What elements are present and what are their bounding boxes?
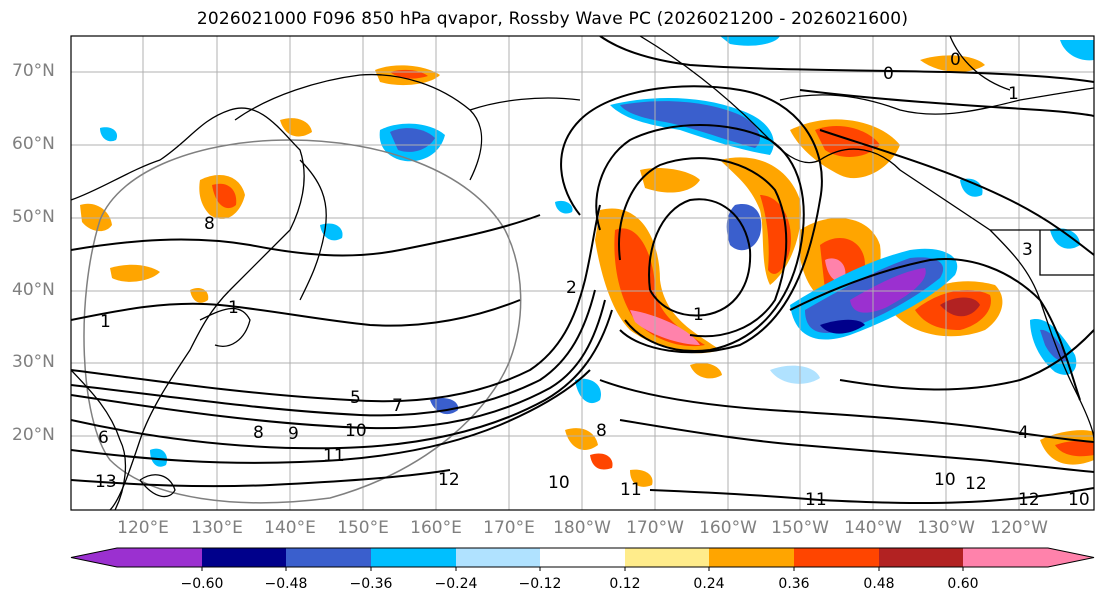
lat-label: 30°N (12, 352, 55, 372)
lon-label: 160°E (410, 518, 462, 538)
lat-label: 60°N (12, 134, 55, 154)
graticule (71, 36, 1094, 510)
lon-label: 120°W (990, 518, 1048, 538)
contour-label: 8 (596, 421, 607, 441)
contour-label: 8 (253, 423, 264, 443)
colorbar-tick-label: 0.12 (609, 576, 641, 592)
contour-label: 7 (392, 396, 403, 416)
colorbar-segment (540, 548, 625, 567)
colorbar-segment (286, 548, 371, 567)
contour-label: 10 (934, 470, 956, 490)
colorbar-tick-label: 0.48 (863, 576, 895, 592)
contour-label: 11 (805, 490, 827, 510)
lat-label: 70°N (12, 61, 55, 81)
contour-label: 0 (950, 50, 961, 70)
contour-label: 1 (228, 298, 239, 318)
contour-label: 10 (345, 421, 367, 441)
lon-label: 130°W (917, 518, 975, 538)
contour-label: 9 (288, 424, 299, 444)
colorbar-segment (371, 548, 456, 567)
lon-label: 170°E (483, 518, 535, 538)
contour-label: 3 (1022, 240, 1033, 260)
contour-label: 12 (965, 474, 987, 494)
lon-label: 140°W (844, 518, 902, 538)
contour-label: 8 (204, 214, 215, 234)
contour-label: 1 (1008, 84, 1019, 104)
contour-label: 10 (548, 473, 570, 493)
coastlines (71, 36, 1094, 510)
lon-label: 140°E (264, 518, 316, 538)
map-title: 2026021000 F096 850 hPa qvapor, Rossby W… (196, 9, 909, 29)
colorbar-segment (794, 548, 879, 567)
lon-label: 150°E (337, 518, 389, 538)
contour-label: 6 (98, 428, 109, 448)
contour-label: 13 (95, 472, 117, 492)
lon-label: 150°W (771, 518, 829, 538)
contour-lines (71, 36, 1094, 505)
colorbar-tick-label: 0.36 (778, 576, 810, 592)
lon-label: 170°W (626, 518, 684, 538)
colorbar-segment (625, 548, 709, 567)
lon-label: 180°W (553, 518, 611, 538)
contour-label: 1 (693, 305, 704, 325)
contour-label: 10 (1068, 490, 1090, 510)
contour-label: 1 (100, 312, 111, 332)
colorbar-tick-label: 0.24 (693, 576, 725, 592)
map-frame (70, 35, 1095, 511)
lon-label: 120°E (117, 518, 169, 538)
colorbar-segment (879, 548, 963, 567)
contour-label: 4 (1018, 423, 1029, 443)
contour-label: 0 (883, 64, 894, 84)
lat-label: 50°N (12, 207, 55, 227)
colorbar-tick-label: −0.24 (434, 576, 478, 592)
lon-label: 130°E (191, 518, 243, 538)
colorbar-segment (202, 548, 286, 567)
colorbar-outline (70, 547, 1095, 568)
colorbar-segment (71, 548, 202, 567)
lat-label: 40°N (12, 280, 55, 300)
contour-label: 11 (323, 446, 345, 466)
colorbar-segment (963, 548, 1094, 567)
lon-label: 160°W (699, 518, 757, 538)
colorbar-segment (709, 548, 794, 567)
colorbar-tick-label: 0.60 (947, 576, 979, 592)
colorbar-tick-label: −0.60 (180, 576, 224, 592)
colorbar-tick-label: −0.48 (264, 576, 308, 592)
contour-label: 11 (620, 480, 642, 500)
contour-label: 12 (1018, 490, 1040, 510)
colorbar-tick-label: −0.36 (349, 576, 393, 592)
contour-label: 5 (350, 388, 361, 408)
lat-label: 20°N (12, 425, 55, 445)
colorbar-segment (456, 548, 540, 567)
contour-label: 12 (438, 470, 460, 490)
colorbar-tick-label: −0.12 (518, 576, 562, 592)
contour-label: 2 (566, 278, 577, 298)
